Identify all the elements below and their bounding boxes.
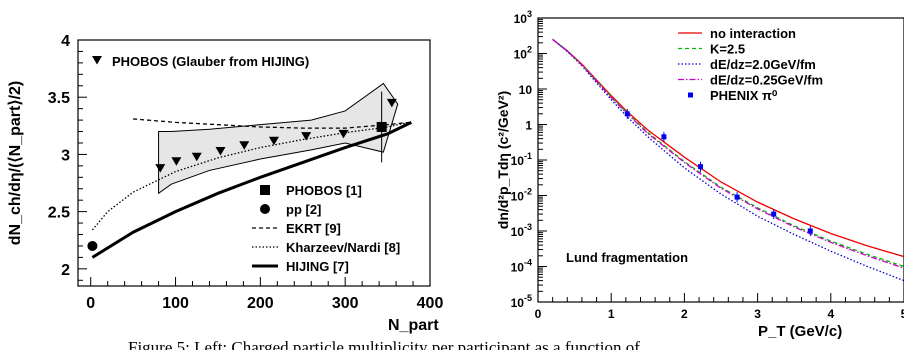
x-tick-label-0: 0 bbox=[86, 295, 95, 312]
series-line-no-interaction bbox=[552, 38, 904, 258]
y-tick-label--2: 10-2 bbox=[511, 187, 532, 204]
figure-caption: Figure 5: Left: Charged particle multipl… bbox=[128, 338, 640, 350]
x-tick-label-0: 0 bbox=[535, 307, 542, 321]
point-phobos-1 bbox=[376, 121, 387, 132]
y-tick-label-1: 10 bbox=[519, 83, 533, 97]
legend-label-phenix: PHENIX π⁰ bbox=[710, 88, 778, 103]
annotation-triangle-icon bbox=[92, 56, 102, 65]
legend-label-ekrt-9: EKRT [9] bbox=[286, 221, 341, 236]
legend-marker-phenix bbox=[688, 92, 693, 98]
x-tick-label-300: 300 bbox=[332, 295, 359, 312]
point-phobos-glauber-from-hijing bbox=[191, 152, 202, 162]
x-tick-label-4: 4 bbox=[827, 307, 834, 321]
band-area bbox=[158, 82, 399, 195]
left-plot-frame bbox=[77, 39, 431, 287]
legend-label-k-2-5: K=2.5 bbox=[710, 42, 745, 57]
x-tick-label-5: 5 bbox=[901, 307, 904, 321]
x-tick-label-1: 1 bbox=[608, 307, 615, 321]
legend-label-hijing-7: HIJING [7] bbox=[286, 259, 349, 274]
series-line-kharzeev-nardi-8 bbox=[91, 121, 409, 231]
legend-label-pp-2: pp [2] bbox=[286, 202, 321, 217]
y-tick-label-2.5: 2.5 bbox=[48, 205, 70, 222]
point-phobos-glauber-from-hijing bbox=[268, 136, 279, 146]
point-phobos-glauber-from-hijing bbox=[155, 164, 166, 173]
series-line-de-dz-0-25gev-fm bbox=[552, 38, 904, 269]
y-tick-label-0: 1 bbox=[525, 119, 532, 133]
series-line-hijing-7 bbox=[91, 121, 412, 259]
right-y-axis-title: dn/d²p_Tdη (c²/GeV²) bbox=[495, 91, 511, 229]
left-y-axis-title: dN_ch/dη/(⟨N_part⟩/2) bbox=[7, 81, 24, 246]
point-phenix bbox=[624, 111, 630, 117]
x-tick-label-3: 3 bbox=[754, 307, 761, 321]
y-tick-label--1: 10-1 bbox=[511, 151, 532, 168]
y-tick-label--4: 10-4 bbox=[511, 258, 532, 275]
left-annotation-marker bbox=[92, 56, 102, 65]
left-markers bbox=[87, 91, 397, 251]
point-phenix bbox=[661, 134, 667, 140]
legend-label-de-dz-0-25gev-fm: dE/dz=0.25GeV/fm bbox=[710, 73, 823, 88]
legend-label-phobos-1: PHOBOS [1] bbox=[286, 183, 362, 198]
x-tick-label-200: 200 bbox=[247, 295, 274, 312]
right-x-axis-title: P_T (GeV/c) bbox=[758, 323, 842, 340]
legend-label-kharzeev-nardi-8: Kharzeev/Nardi [8] bbox=[286, 240, 400, 255]
point-phenix bbox=[807, 228, 813, 234]
right-ticks bbox=[537, 17, 904, 303]
right-markers bbox=[624, 108, 813, 237]
y-tick-label--5: 10-5 bbox=[511, 293, 532, 310]
point-phobos-glauber-from-hijing bbox=[301, 132, 312, 141]
legend-marker-phobos-1 bbox=[260, 185, 270, 195]
left-ticks bbox=[78, 39, 431, 286]
point-phobos-glauber-from-hijing bbox=[239, 141, 250, 150]
y-tick-label-3: 3 bbox=[61, 147, 70, 164]
y-tick-label-3.5: 3.5 bbox=[48, 90, 70, 107]
legend-label-no-interaction: no interaction bbox=[710, 26, 796, 41]
point-phenix bbox=[698, 164, 704, 170]
y-tick-label--3: 10-3 bbox=[511, 222, 532, 239]
point-phobos-glauber-from-hijing bbox=[215, 146, 226, 156]
y-tick-label-4: 4 bbox=[61, 33, 70, 50]
left-legend: PHOBOS [1] pp [2] EKRT [9] Kharzeev/Nardi [… bbox=[252, 183, 400, 274]
x-tick-label-400: 400 bbox=[417, 295, 444, 312]
y-tick-label-2: 2 bbox=[61, 262, 70, 279]
y-tick-label-3: 103 bbox=[514, 9, 532, 26]
left-tick-labels: 0 100 200 300 400 2 2.5 3 3.5 4 bbox=[48, 33, 444, 312]
legend-label-de-dz-2-0gev-fm: dE/dz=2.0GeV/fm bbox=[710, 57, 816, 72]
point-phobos-glauber-from-hijing bbox=[171, 157, 182, 166]
x-tick-label-2: 2 bbox=[681, 307, 688, 321]
point-phenix bbox=[734, 194, 740, 200]
x-tick-label-100: 100 bbox=[162, 295, 189, 312]
right-tick-labels: 0 1 2 3 4 5 10-5 10-4 10-3 10-2 10-1 1 10 102 103 bbox=[511, 9, 904, 321]
right-annotation: Lund fragmentation bbox=[566, 250, 688, 265]
left-x-axis-title: N_part bbox=[388, 317, 439, 334]
point-phobos-glauber-from-hijing bbox=[338, 129, 349, 139]
point-phobos-glauber-from-hijing bbox=[386, 98, 397, 108]
y-tick-label-2: 102 bbox=[514, 45, 532, 62]
legend-marker-pp-2 bbox=[260, 204, 270, 214]
right-curves bbox=[552, 38, 904, 282]
left-annotation: PHOBOS (Glauber from HIJING) bbox=[112, 54, 309, 69]
left-systematic-band bbox=[158, 82, 399, 195]
right-chart: 0 1 2 3 4 5 10-5 10-4 10-3 10-2 10-1 1 10 102 103 no i… bbox=[495, 9, 904, 340]
series-line-k-2-5 bbox=[552, 38, 904, 268]
point-phenix bbox=[771, 211, 777, 217]
left-chart: 0 100 200 300 400 2 2.5 3 3.5 4 PHOBOS (Glauber f… bbox=[7, 33, 443, 334]
point-pp-2 bbox=[87, 240, 98, 251]
right-legend: no interactionK=2.5dE/dz=2.0GeV/fmdE/dz=… bbox=[678, 26, 823, 103]
